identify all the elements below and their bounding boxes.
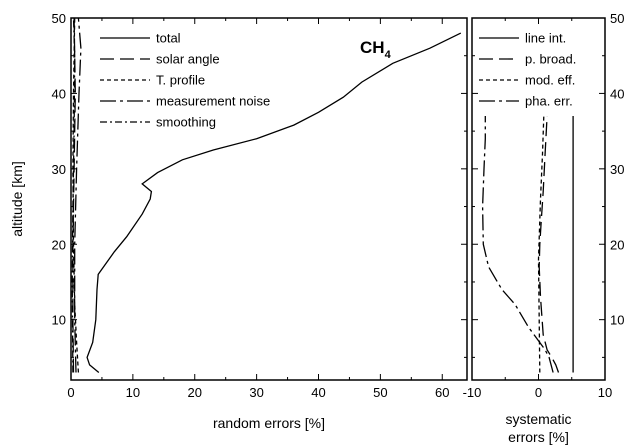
x-tick-label: 40 [311,385,325,400]
x-axis-label: random errors [%] [213,415,325,431]
series-mod-eff--line [537,115,545,373]
legend-label: smoothing [156,115,216,130]
legend-label: measurement noise [156,94,270,109]
legend-label: total [156,31,181,46]
y-tick-label-right: 10 [610,313,624,328]
legend-label: pha. err. [525,94,573,109]
y-tick-label: 50 [52,11,66,26]
x-axis-label-line1: systematic [505,411,571,427]
species-annotation-main: CH [360,38,385,57]
legend: total solar angle T. profile measurement no… [100,31,270,130]
y-tick-label: 40 [52,86,66,101]
y-tick-label-right: 30 [610,162,624,177]
x-tick-label: 20 [188,385,202,400]
legend-label: mod. eff. [525,73,575,88]
series-group [481,115,574,373]
x-tick-label: 10 [598,385,612,400]
y-axis-label: altitude [km] [9,161,25,236]
series-group [71,18,462,374]
y-tick-label-right: 50 [610,11,624,26]
species-annotation: CH4 [360,38,392,61]
x-tick-label: 0 [535,385,542,400]
legend-label: T. profile [156,73,205,88]
legend: line int. p. broad. mod. eff. pha. err. [479,31,576,109]
series-p-broad--line [538,115,560,373]
legend-label: solar angle [156,52,220,67]
y-tick-label-right: 20 [610,237,624,252]
plot-frame [70,17,468,381]
series-pha-err--line [481,116,554,373]
x-tick-label: -10 [463,385,482,400]
y-tick-label-right: 40 [610,86,624,101]
series-measurement-noise-line [74,18,82,373]
series-total-line [86,32,462,374]
x-tick-label: 0 [67,385,74,400]
series-smoothing-line [71,18,76,373]
x-axis-label-line2: errors [%] [508,429,569,445]
systematic-errors-panel: -10 0 10 10 20 30 40 50 line int. p. broad. mod. e… [463,11,625,445]
y-tick-label: 20 [52,237,66,252]
species-annotation-sub: 4 [385,49,392,61]
random-errors-panel: 0 10 20 30 40 50 60 10 20 30 40 50 total solar angle T… [9,11,468,431]
x-tick-label: 60 [435,385,449,400]
x-tick-label: 10 [126,385,140,400]
legend-label: p. broad. [525,52,576,67]
y-tick-label: 30 [52,162,66,177]
series-t-profile-line [72,18,80,373]
x-tick-label: 50 [373,385,387,400]
legend-label: line int. [525,31,566,46]
y-tick-label: 10 [52,313,66,328]
x-tick-label: 30 [249,385,263,400]
